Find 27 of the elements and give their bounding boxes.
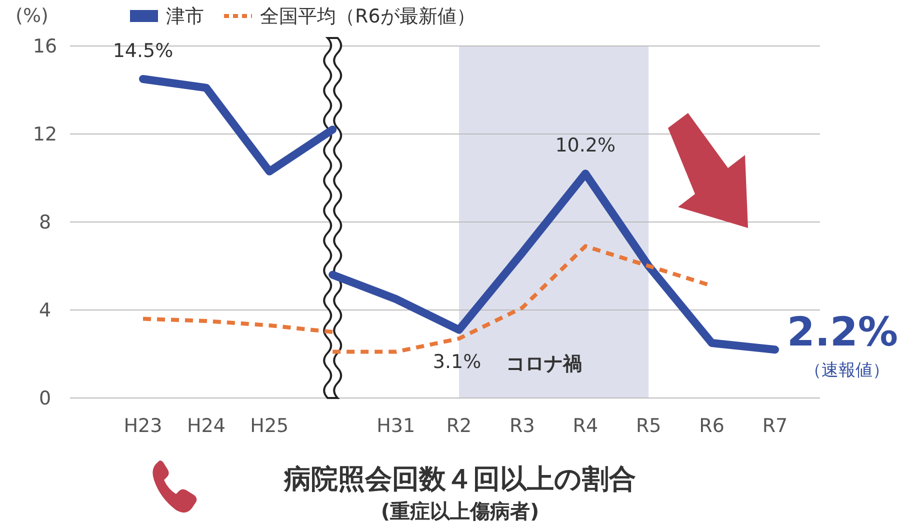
annotation: （速報値） bbox=[804, 360, 890, 381]
y-axis-title: (%) bbox=[16, 5, 48, 27]
band-label: コロナ禍 bbox=[506, 353, 582, 375]
data-label: 3.1% bbox=[432, 350, 482, 373]
y-tick-label: 12 bbox=[32, 124, 58, 146]
x-tick-label: R7 bbox=[762, 415, 788, 437]
x-tick-label: R3 bbox=[510, 415, 535, 437]
x-tick-label: R2 bbox=[446, 415, 472, 437]
text: 病院照会回数４回以上の割合 bbox=[283, 464, 636, 495]
x-tick-label: R6 bbox=[699, 415, 724, 437]
x-tick-label: H23 bbox=[124, 415, 162, 437]
x-tick-label: R4 bbox=[572, 415, 598, 437]
x-tick-label: H24 bbox=[186, 415, 226, 437]
y-tick-label: 8 bbox=[38, 212, 52, 234]
y-tick-label: 16 bbox=[32, 36, 58, 58]
y-tick-label: 0 bbox=[38, 388, 52, 410]
line-series bbox=[141, 316, 335, 334]
legend-label: 全国平均（R6が最新値） bbox=[260, 6, 476, 28]
data-label: 10.2% bbox=[555, 134, 616, 157]
text: (重症以上傷病者) bbox=[380, 499, 540, 523]
data-label: 2.2% bbox=[787, 310, 898, 356]
x-tick-label: R5 bbox=[636, 415, 662, 437]
y-tick-label: 4 bbox=[38, 300, 52, 322]
x-tick-label: H25 bbox=[250, 415, 289, 437]
x-tick-label: H31 bbox=[376, 415, 416, 437]
legend-label: 津市 bbox=[166, 6, 204, 28]
data-label: 14.5% bbox=[112, 40, 174, 62]
